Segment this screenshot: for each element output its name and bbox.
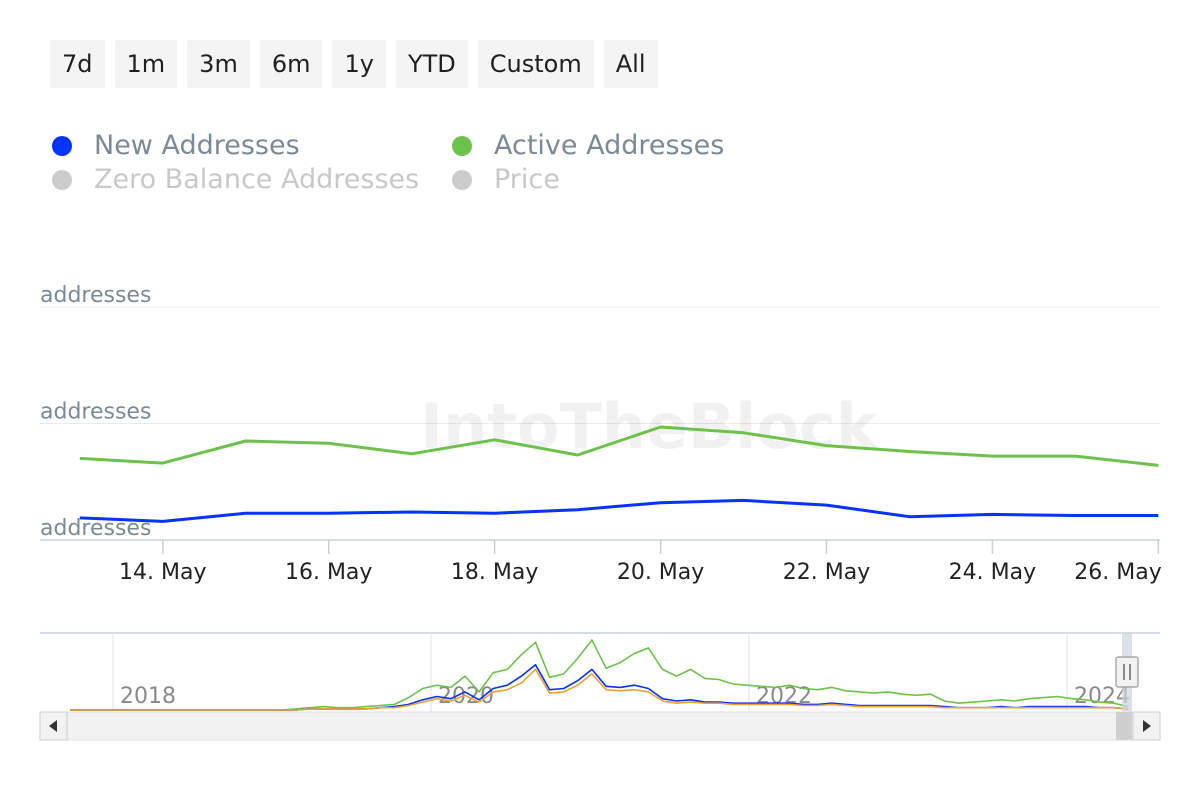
legend-dot-icon [52, 135, 72, 156]
watermark: IntoTheBlock [420, 390, 879, 463]
range-button-1m[interactable]: 1m [114, 40, 178, 88]
plot-grid [40, 306, 1160, 541]
y-tick-label: addresses [40, 400, 151, 425]
range-button-ytd[interactable]: YTD [395, 40, 468, 88]
legend-item-active-addresses[interactable]: Active Addresses [452, 130, 724, 161]
legend-dot-icon [452, 169, 472, 190]
x-tick-label: 20. May [617, 560, 704, 585]
arrow-right-icon [1143, 720, 1151, 732]
plot-series [79, 425, 1159, 523]
arrow-left-icon [49, 720, 57, 732]
x-tick-label: 18. May [451, 560, 538, 585]
range-button-6m[interactable]: 6m [259, 40, 323, 88]
y-tick-label: addresses [40, 283, 151, 308]
x-tick-label: 16. May [285, 560, 372, 585]
navigator-series-line [70, 639, 1129, 711]
navigator: 2018 2020 2022 2024 [39, 632, 1161, 741]
legend-item-new-addresses[interactable]: New Addresses [52, 130, 300, 161]
range-button-all[interactable]: All [603, 40, 658, 88]
series-line-new-addresses [79, 498, 1159, 523]
scrollbar-thumb[interactable] [1116, 712, 1132, 740]
legend-item-price[interactable]: Price [452, 164, 560, 195]
x-axis: 14. May 16. May 18. May 20. May 22. May 24. M… [119, 540, 1162, 585]
legend-label: Active Addresses [494, 130, 725, 161]
range-button-1y[interactable]: 1y [332, 40, 386, 88]
range-button-custom[interactable]: Custom [477, 40, 594, 88]
navigator-handle[interactable] [1115, 656, 1139, 688]
navigator-series-line [70, 668, 1129, 711]
range-button-7d[interactable]: 7d [50, 40, 105, 88]
navigator-year-label: 2018 [120, 684, 176, 709]
legend-label: Price [494, 164, 560, 195]
x-tick-label: 22. May [783, 560, 870, 585]
legend-dot-icon [52, 169, 72, 190]
x-tick-label: 14. May [119, 560, 206, 585]
legend-label: New Addresses [94, 130, 300, 161]
navigator-series-line [70, 663, 1129, 711]
scrollbar-track [39, 711, 1161, 741]
scrollbar[interactable] [39, 711, 1161, 741]
x-tick-label: 26. May [1074, 560, 1161, 585]
series-line-active-addresses [79, 425, 1159, 467]
legend-label: Zero Balance Addresses [94, 164, 420, 195]
range-selector: 7d 1m 3m 6m 1y YTD Custom All [50, 40, 658, 88]
x-tick-label: 24. May [949, 560, 1036, 585]
range-button-3m[interactable]: 3m [187, 40, 250, 88]
legend-dot-icon [452, 135, 472, 156]
legend-item-zero-balance-addresses[interactable]: Zero Balance Addresses [52, 164, 419, 195]
